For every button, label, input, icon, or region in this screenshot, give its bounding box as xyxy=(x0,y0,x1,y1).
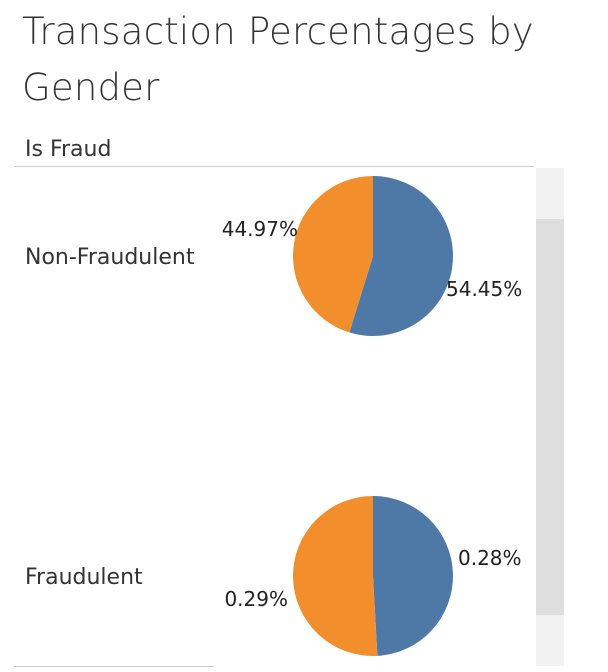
pie-slice-non-fraudulent-1[interactable] xyxy=(292,176,373,333)
chart-title: Transaction Percentages by Gender xyxy=(22,10,534,109)
pie-slice-fraudulent-0[interactable] xyxy=(373,496,453,656)
slice-label-fraudulent-1: 0.29% xyxy=(224,587,288,611)
row-label-fraudulent: Fraudulent xyxy=(25,565,143,590)
pie-slice-non-fraudulent-0[interactable] xyxy=(349,176,453,336)
row-label-non-fraudulent: Non-Fraudulent xyxy=(25,245,195,270)
slice-label-fraudulent-0: 0.28% xyxy=(458,546,522,570)
header-rule xyxy=(14,166,534,167)
slice-label-non-fraudulent-0: 54.45% xyxy=(446,277,522,301)
scrollbar-thumb[interactable] xyxy=(536,219,564,615)
row-dimension-header: Is Fraud xyxy=(25,137,112,162)
pie-slice-fraudulent-1[interactable] xyxy=(292,496,378,656)
slice-label-non-fraudulent-1: 44.97% xyxy=(222,217,298,241)
bottom-rule xyxy=(14,666,214,667)
